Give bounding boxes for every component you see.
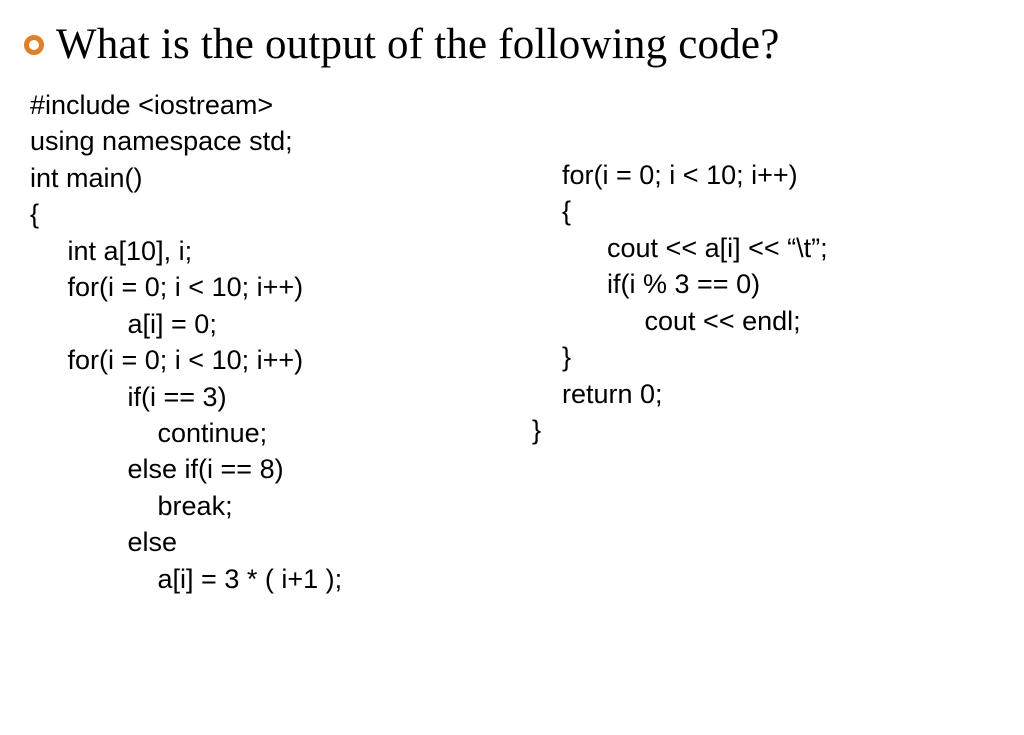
code-left-column: #include <iostream> using namespace std;… bbox=[24, 87, 512, 597]
bullet-icon bbox=[24, 35, 44, 55]
code-right-column: for(i = 0; i < 10; i++) { cout << a[i] <… bbox=[512, 87, 1000, 597]
code-columns: #include <iostream> using namespace std;… bbox=[24, 87, 1000, 597]
slide: What is the output of the following code… bbox=[0, 0, 1024, 735]
slide-title: What is the output of the following code… bbox=[56, 20, 780, 69]
code-left: #include <iostream> using namespace std;… bbox=[30, 87, 512, 597]
code-right: for(i = 0; i < 10; i++) { cout << a[i] <… bbox=[532, 157, 1000, 449]
heading-row: What is the output of the following code… bbox=[24, 20, 1000, 69]
